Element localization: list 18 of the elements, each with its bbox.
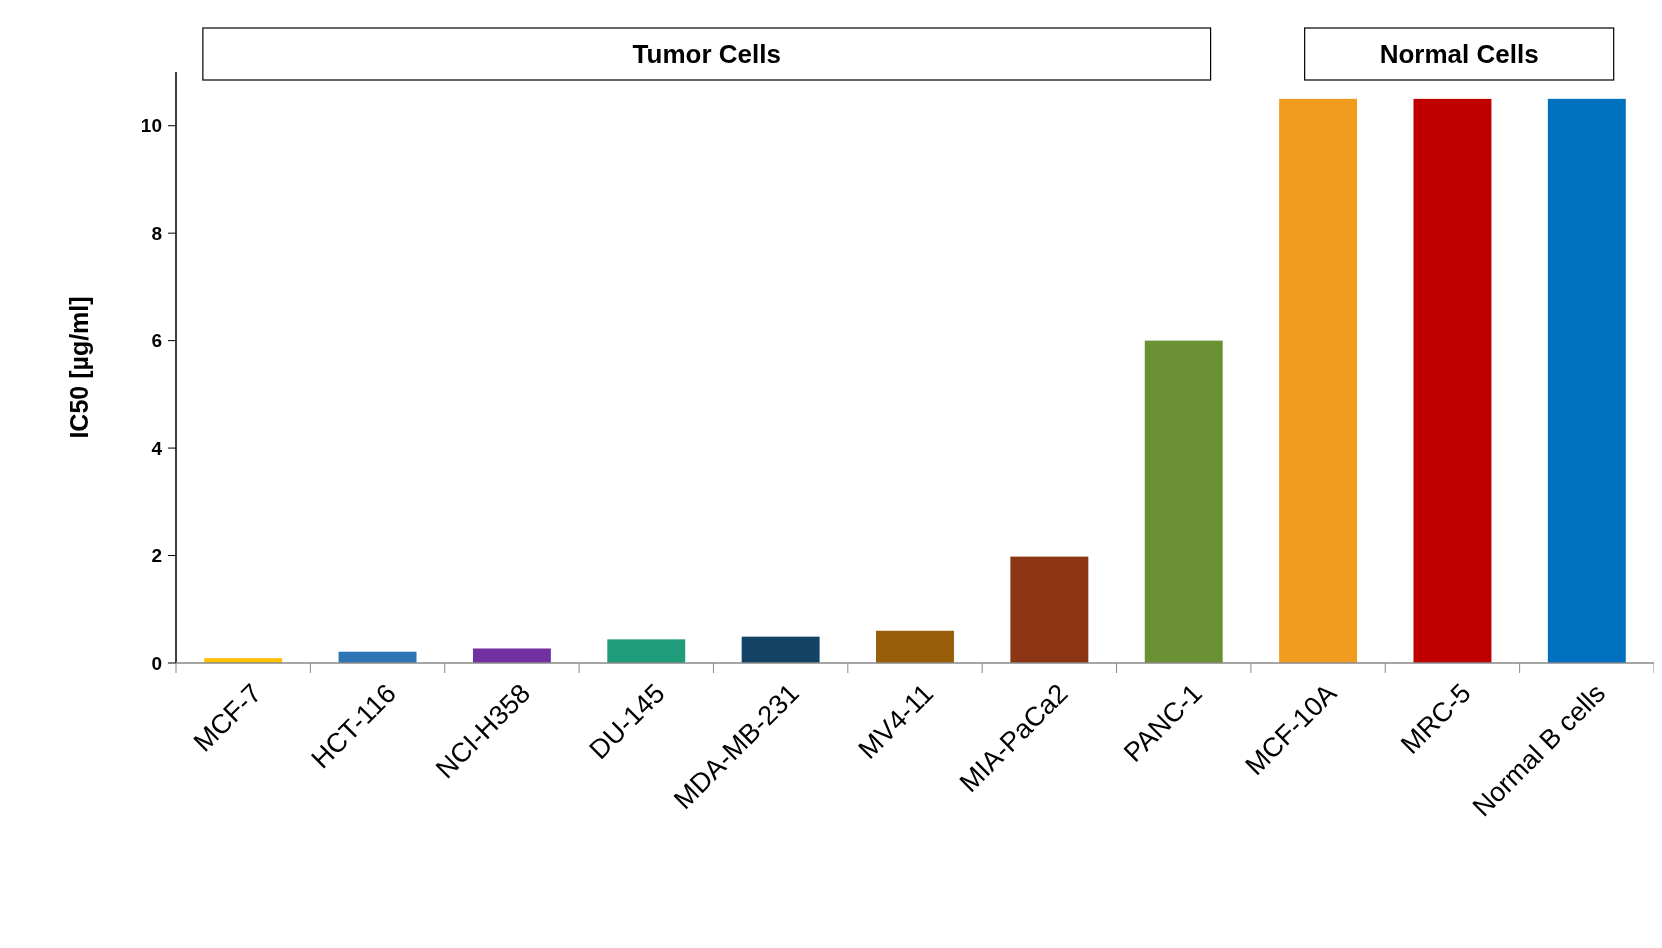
bar — [1279, 98, 1358, 663]
text: Tumor Cells — [632, 39, 781, 70]
bar — [607, 639, 686, 663]
y-tick-label: 10 — [140, 115, 162, 137]
bar — [1010, 556, 1089, 663]
text: Normal Cells — [1379, 39, 1539, 70]
y-tick-label: 6 — [151, 330, 162, 352]
bar — [1413, 98, 1492, 663]
bar — [472, 648, 551, 663]
y-tick-label: 0 — [151, 652, 162, 674]
bar — [876, 630, 954, 663]
y-axis-title: IC50 [µg/ml] — [65, 296, 93, 439]
y-tick-label: 4 — [151, 437, 163, 459]
y-tick-label: 8 — [151, 222, 162, 244]
bar — [741, 636, 820, 663]
bar — [1144, 340, 1223, 663]
y-tick-label: 2 — [151, 545, 162, 567]
bar — [1547, 98, 1626, 663]
